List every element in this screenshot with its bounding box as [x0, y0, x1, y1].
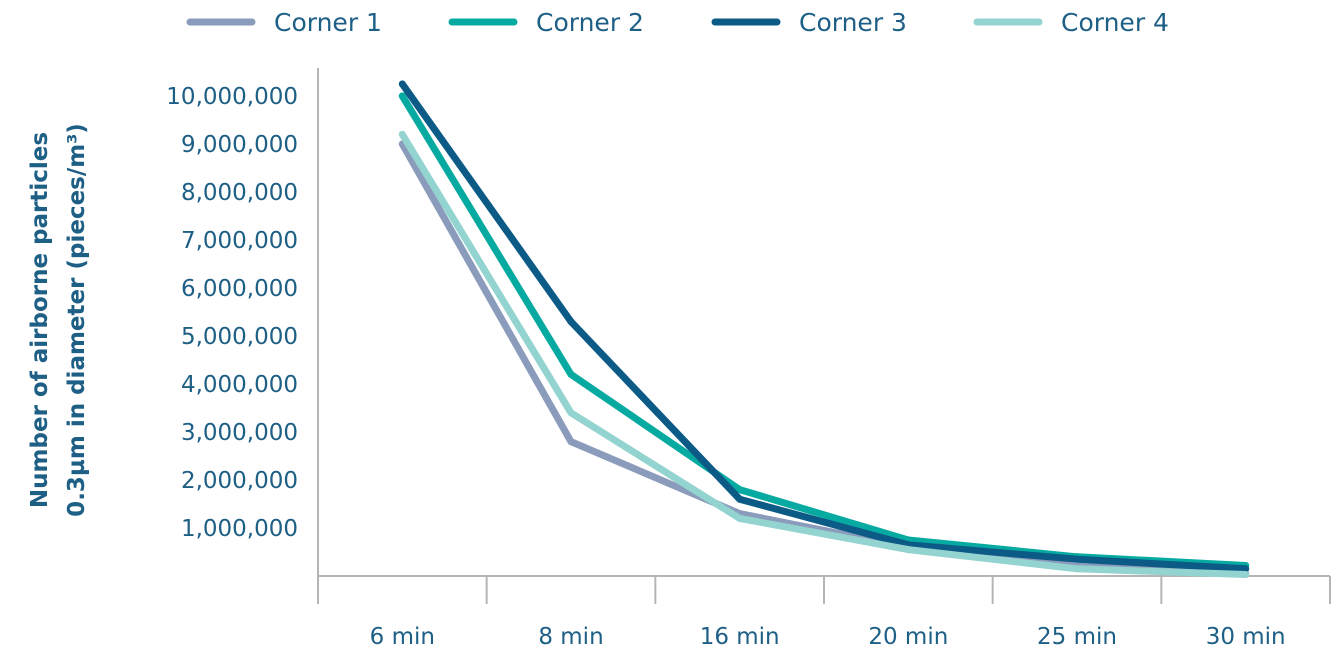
- data-point-corner-4: [1242, 571, 1250, 579]
- x-tick-label: 16 min: [700, 624, 780, 650]
- y-tick-label: 7,000,000: [181, 228, 298, 254]
- y-tick-labels: 1,000,000 2,000,000 3,000,000 4,000,000 5,00…: [166, 84, 298, 542]
- axes: [317, 68, 1331, 604]
- data-point-corner-4: [736, 514, 744, 522]
- data-point-corner-4: [567, 409, 575, 417]
- data-point-corner-4: [1073, 565, 1081, 573]
- series-line-corner-4: [398, 130, 1250, 579]
- y-tick-label: 4,000,000: [181, 372, 298, 398]
- data-point-corner-3: [567, 318, 575, 326]
- x-tick-label: 25 min: [1037, 624, 1117, 650]
- x-tick-labels: 6 min 8 min 16 min 20 min 25 min 30 min: [370, 624, 1286, 650]
- x-tick-label: 6 min: [370, 624, 435, 650]
- y-tick-label: 8,000,000: [181, 180, 298, 206]
- y-tick-label: 10,000,000: [166, 84, 298, 110]
- series-line-corner-1: [398, 140, 1250, 578]
- x-tick-label: 30 min: [1206, 624, 1286, 650]
- x-tick-label: 20 min: [868, 624, 948, 650]
- data-point-corner-3: [1242, 565, 1250, 573]
- y-tick-label: 9,000,000: [181, 132, 298, 158]
- data-point-corner-3: [1073, 555, 1081, 563]
- x-tick-label: 8 min: [538, 624, 603, 650]
- y-axis-label-line2: 0.3µm in diameter (pieces/m³): [64, 123, 90, 517]
- y-axis-label-line1: Number of airborne particles: [27, 132, 53, 508]
- legend: Corner 1 Corner 2 Corner 3 Corner 4: [186, 8, 1169, 37]
- legend-label-corner-2: Corner 2: [536, 8, 644, 37]
- legend-label-corner-1: Corner 1: [274, 8, 382, 37]
- y-tick-label: 1,000,000: [181, 516, 298, 542]
- data-point-corner-2: [398, 92, 406, 100]
- legend-label-corner-3: Corner 3: [799, 8, 907, 37]
- series-line-corner-2: [398, 92, 1250, 569]
- y-tick-label: 3,000,000: [181, 420, 298, 446]
- data-point-corner-4: [904, 546, 912, 554]
- y-tick-label: 5,000,000: [181, 324, 298, 350]
- data-point-corner-1: [567, 438, 575, 446]
- data-point-corner-4: [398, 130, 406, 138]
- y-tick-label: 6,000,000: [181, 276, 298, 302]
- data-point-corner-3: [736, 495, 744, 503]
- legend-label-corner-4: Corner 4: [1061, 8, 1169, 37]
- data-point-corner-2: [736, 486, 744, 494]
- data-point-corner-2: [567, 370, 575, 378]
- data-point-corner-3: [398, 80, 406, 88]
- series-line-corner-3: [398, 80, 1250, 573]
- y-tick-label: 2,000,000: [181, 468, 298, 494]
- series-lines: [398, 80, 1250, 579]
